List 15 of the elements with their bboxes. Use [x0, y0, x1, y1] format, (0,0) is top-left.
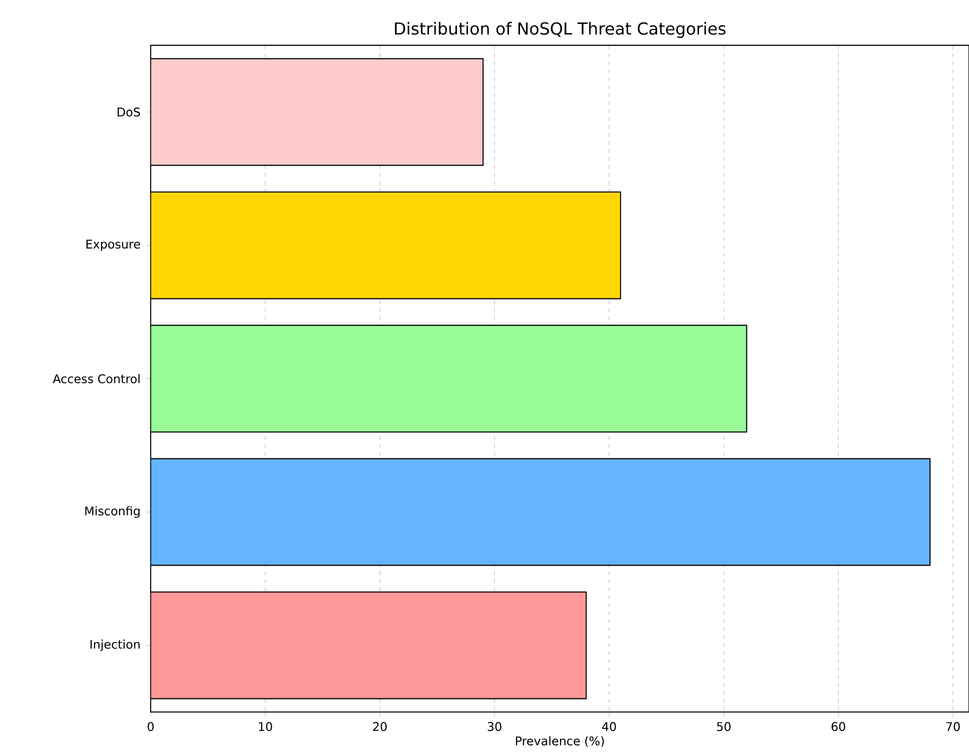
y-tick-label: Injection — [90, 640, 140, 652]
x-tick-label: 50 — [717, 722, 731, 732]
x-tick-label: 0 — [148, 722, 154, 732]
x-tick-label: 20 — [373, 722, 387, 732]
y-tick-label: DoS — [118, 107, 140, 117]
x-tick-label: 40 — [602, 722, 616, 732]
y-tick-label: Misconfig — [85, 506, 140, 518]
chart-title: Distribution of NoSQL Threat Categories — [394, 22, 726, 38]
x-axis-title: Prevalence (%) — [516, 736, 604, 747]
x-tick-label: 30 — [488, 722, 502, 732]
x-tick-label: 60 — [832, 722, 846, 732]
x-tick-label: 70 — [946, 722, 960, 732]
y-tick-label: Access Control — [52, 374, 140, 384]
x-tick-label: 10 — [258, 722, 272, 732]
y-tick-label: Exposure — [86, 240, 140, 251]
